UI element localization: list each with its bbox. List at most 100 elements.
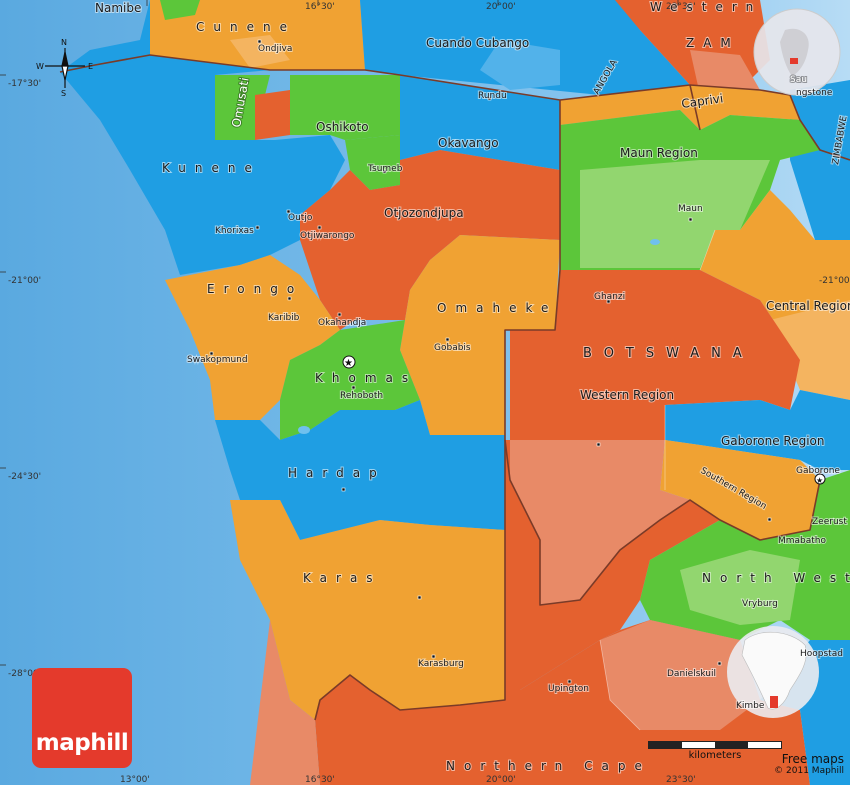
locator-globe [753, 8, 841, 96]
logo-text: maphill [35, 730, 129, 756]
city-markers [209, 39, 772, 684]
svg-text:★: ★ [816, 476, 823, 485]
region-erongo[interactable] [165, 255, 340, 420]
lon-label-bottom: 16°30' [305, 775, 335, 785]
region-oshikoto[interactable] [290, 75, 400, 140]
label-rehoboth: Rehoboth [340, 391, 383, 401]
region-oshana [255, 90, 290, 140]
label-vryburg: Vryburg [742, 599, 778, 609]
region-western[interactable] [510, 270, 800, 440]
lon-label-bottom: 13°00' [120, 775, 150, 785]
lat-label-right: -21°00' [819, 276, 850, 286]
label-maun-region: Maun Region [620, 146, 698, 160]
lon-label-bottom: 20°00' [486, 775, 516, 785]
region-okavango[interactable] [365, 70, 560, 170]
angola[interactable] [60, 0, 690, 95]
label-northern-cape: Northern Cape [446, 759, 651, 773]
zambia[interactable] [615, 0, 770, 95]
svg-text:E: E [88, 62, 93, 71]
label-khomas: Khomas [315, 371, 417, 385]
lon-label: 20°00' [486, 2, 516, 12]
lat-label: -28°00' [8, 669, 41, 679]
region-caprivi[interactable] [560, 85, 800, 130]
label-rundu: Rundu [478, 91, 507, 101]
region-omaheke[interactable] [400, 235, 560, 435]
label-okavango: Okavango [438, 136, 499, 150]
zimbabwe[interactable] [790, 80, 850, 240]
scale-bar: kilometers [648, 741, 782, 761]
lat-label: -17°30' [8, 79, 41, 89]
lat-label: -21°00' [8, 276, 41, 286]
label-outjo: Outjo [288, 213, 313, 223]
svg-text:N: N [61, 38, 67, 47]
credit-line-1[interactable]: Free maps [781, 752, 844, 766]
region-karas[interactable] [230, 500, 505, 720]
label-zambia: ZAM [686, 36, 740, 50]
label-swakopmund: Swakopmund [187, 355, 248, 365]
label-tsumeb: Tsumeb [367, 164, 403, 174]
label-karasburg: Karasburg [418, 659, 464, 669]
label-zeerust: Zeerust [812, 517, 847, 527]
label-karibib: Karibib [268, 313, 300, 323]
region-kimberley-area [600, 620, 760, 730]
svg-text:S: S [61, 89, 66, 98]
region-borders [599, 229, 716, 731]
region-hardap[interactable] [215, 400, 505, 540]
label-cuando-cubango: Cuando Cubango [426, 36, 529, 50]
region-sa-west [250, 620, 320, 785]
lake [298, 426, 310, 434]
svg-text:W: W [36, 62, 44, 71]
label-namibe: Namibe [95, 1, 141, 15]
lon-label: 23°30' [666, 2, 696, 12]
label-maun: Maun [678, 204, 703, 214]
maphill-logo[interactable]: maphill [32, 668, 132, 768]
label-ghanzi: Ghanzi [594, 292, 625, 302]
region-maun-inner [580, 160, 770, 268]
locator-africa [727, 626, 819, 718]
label-gaborone-region: Gaborone Region [721, 434, 825, 448]
region-north-west-light [680, 550, 800, 625]
label-cunene: Cunene [196, 20, 296, 34]
label-kimberley: Kimbe [736, 701, 765, 711]
lon-label: 16°30' [305, 2, 335, 12]
label-botswana: BOTSWANA [583, 346, 754, 361]
lat-label: -24°30' [8, 472, 41, 482]
region-southern[interactable] [660, 440, 820, 540]
label-caprivi: Caprivi [680, 91, 724, 111]
label-oshikoto: Oshikoto [316, 120, 369, 134]
borders [59, 54, 850, 721]
region-oshikoto-south [345, 135, 400, 190]
label-kunene: Kunene [162, 161, 261, 175]
svg-text:★: ★ [344, 358, 353, 369]
region-central-east [770, 300, 850, 400]
region-kgalagadi [510, 440, 690, 605]
lake [650, 239, 660, 245]
capital-star: ★ ★ [342, 355, 826, 485]
region-kunene[interactable] [60, 55, 345, 275]
label-western-region: Western Region [580, 388, 674, 402]
label-gobabis: Gobabis [434, 343, 471, 353]
credit-line-2: © 2011 Maphill [774, 766, 844, 776]
label-upington: Upington [548, 684, 589, 694]
label-otjozondjupa: Otjozondjupa [384, 206, 464, 220]
label-livingstone: ngstone [796, 88, 833, 98]
label-globe-sau: Sau [790, 75, 807, 85]
label-western-zambia: Western [650, 0, 762, 14]
credit[interactable]: Free maps © 2011 Maphill [774, 752, 844, 776]
label-gaborone: Gaborone [796, 466, 840, 476]
label-hardap: Hardap [288, 466, 386, 480]
label-otjiwarongo: Otjiwarongo [300, 231, 355, 241]
label-khorixas: Khorixas [215, 226, 254, 236]
label-ondjiva: Ondjiva [258, 44, 292, 54]
region-otjozondjupa[interactable] [300, 150, 560, 330]
graticule-ticks [0, 0, 679, 666]
label-karas: Karas [303, 571, 382, 585]
scale-bar-graphic [648, 741, 782, 749]
region-kgalagadi-south [505, 440, 720, 690]
label-erongo: Erongo [207, 282, 303, 296]
region-gaborone[interactable] [665, 390, 850, 470]
label-hoopstad: Hoopstad [800, 649, 843, 659]
label-omaheke: Omaheke [437, 301, 557, 315]
label-okahandja: Okahandja [318, 318, 366, 328]
